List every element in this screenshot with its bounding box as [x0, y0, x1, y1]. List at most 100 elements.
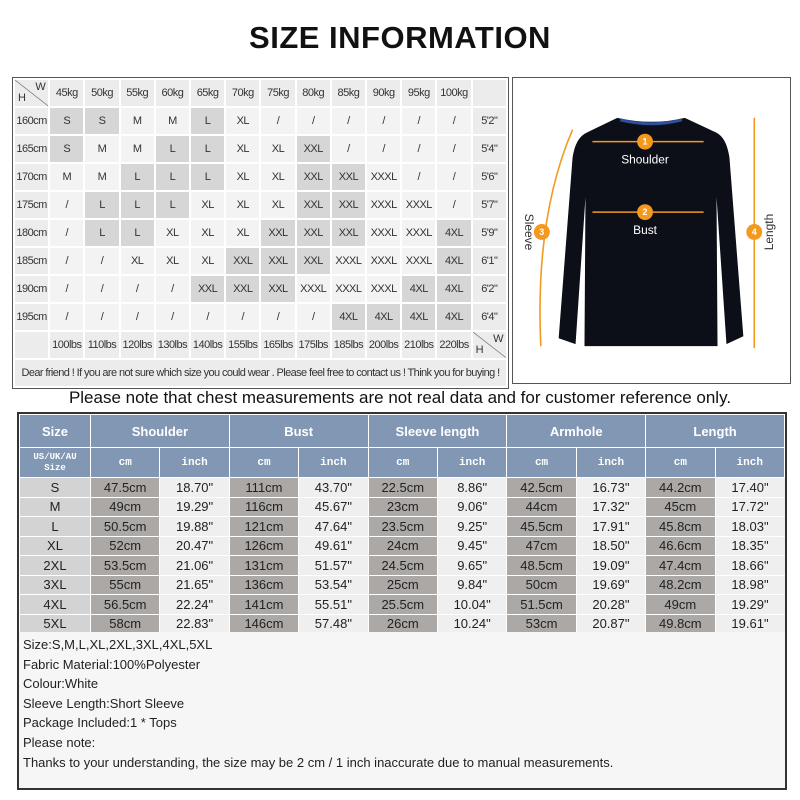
inch-value: 47.64" — [298, 516, 369, 537]
inch-value: 9.84" — [436, 575, 507, 595]
size-cell: / — [329, 106, 368, 136]
size-cell: / — [48, 274, 86, 304]
inch-value: 17.32" — [575, 497, 646, 517]
size-cell: / — [83, 302, 121, 332]
size-cell: / — [259, 302, 297, 332]
table-row: 4XL 56.5cm 22.24" 141cm 55.51" 25.5cm 10.04" 51… — [19, 594, 785, 615]
inch-value: 55.51" — [298, 594, 369, 615]
inch-value: 17.91" — [575, 516, 646, 537]
cm-value: 48.2cm — [645, 575, 716, 595]
inch-value: 45.67" — [298, 497, 369, 517]
cm-value: 52cm — [89, 536, 160, 556]
size-cell: XL — [224, 190, 262, 220]
blank-cell — [12, 330, 51, 360]
size-cell: XXXL — [365, 274, 403, 304]
number-3: 3 — [539, 227, 544, 237]
cm-value: 45.8cm — [645, 516, 716, 537]
inch-value: 9.45" — [436, 536, 507, 556]
weight-lbs: 185lbs — [329, 330, 368, 360]
grid-row: 180cm / L L XL XL XL XXL XXL XXL XXXL XXXL 4XL 5'9" — [12, 218, 509, 248]
cm-value: 44.2cm — [645, 477, 716, 498]
size-recommendation-grid: H W 45kg 50kg 55kg 60kg 65kg 70kg 75kg 80kg 85kg 90… — [12, 77, 509, 389]
inch-value: 43.70" — [298, 477, 369, 498]
cm-value: 44cm — [506, 497, 577, 517]
grid-row: 165cm S M M L L XL XL XXL / / //5'4" — [12, 134, 509, 164]
weight-lbs-row: 100lbs 110lbs 120lbs 130lbs 140lbs 155lbs 165l… — [12, 330, 509, 360]
inch-value: 21.65" — [159, 575, 230, 595]
shirt-image — [558, 117, 744, 347]
size-header: Size — [19, 414, 91, 448]
weight-kg: 95kg — [400, 78, 438, 108]
column-header: Length — [645, 414, 785, 448]
size-cell: XL — [189, 246, 227, 276]
size-cell: / — [48, 190, 86, 220]
size-cell: / — [435, 162, 473, 192]
size-cell: XL — [224, 162, 262, 192]
cm-value: 55cm — [89, 575, 160, 595]
weight-kg: 60kg — [153, 78, 192, 108]
size-cell: 4XL — [400, 274, 438, 304]
size-cell: M — [83, 162, 121, 192]
size-cell: XXXL — [400, 218, 438, 248]
size-cell: L — [189, 106, 227, 136]
size-cell: / — [294, 302, 332, 332]
grid-row: 160cm S S M M L XL / / / / //5'2" — [12, 106, 509, 136]
size-cell: M — [48, 162, 86, 192]
cm-value: 46.6cm — [645, 536, 716, 556]
column-header: Sleeve length — [367, 414, 508, 448]
size-cell: / — [48, 218, 86, 248]
inch-value: 53.54" — [298, 575, 369, 595]
size-cell: S — [48, 106, 86, 136]
size-cell: S — [48, 134, 86, 164]
size-cell: / — [48, 302, 86, 332]
cm-value: 25.5cm — [367, 594, 438, 615]
cm-unit: cm — [645, 447, 716, 478]
size-label: L — [19, 516, 91, 537]
cm-value: 25cm — [367, 575, 438, 595]
size-cell: 4XL — [435, 302, 473, 332]
cm-value: 23cm — [367, 497, 438, 517]
cm-value: 51.5cm — [506, 594, 577, 615]
height-ft: 6'1" — [470, 246, 509, 276]
height-cm: 175cm — [12, 190, 51, 220]
size-cell: / — [189, 302, 227, 332]
size-cell: XXXL — [400, 246, 438, 276]
size-cell: M — [118, 106, 156, 136]
size-cell: XXL — [189, 274, 227, 304]
weight-lbs: 120lbs — [118, 330, 156, 360]
garment-measurement-diagram: 1 2 3 4 Shoulder Bust Sleeve Length — [512, 77, 791, 384]
inch-value: 19.69" — [575, 575, 646, 595]
weight-lbs: 140lbs — [189, 330, 227, 360]
cm-value: 47.4cm — [645, 555, 716, 576]
cm-value: 146cm — [228, 614, 299, 634]
inch-value: 18.70" — [159, 477, 230, 498]
size-cell: XL — [224, 134, 262, 164]
height-cm: 170cm — [12, 162, 51, 192]
blank-cell — [470, 78, 509, 108]
inch-value: 22.24" — [159, 594, 230, 615]
cm-value: 50cm — [506, 575, 577, 595]
weight-kg: 85kg — [329, 78, 368, 108]
number-4: 4 — [752, 227, 757, 237]
size-cell: / — [118, 274, 156, 304]
cm-value: 111cm — [228, 477, 299, 498]
size-cell: L — [118, 190, 156, 220]
cm-value: 24cm — [367, 536, 438, 556]
size-cell: / — [329, 134, 368, 164]
cm-value: 53.5cm — [89, 555, 160, 576]
weight-kg: 100kg — [435, 78, 473, 108]
cm-value: 47.5cm — [89, 477, 160, 498]
grid-row: 170cm M M L L L XL XL XXL XXL XXXL //5'6" — [12, 162, 509, 192]
size-cell: XXXL — [400, 190, 438, 220]
table-row: 3XL 55cm 21.65" 136cm 53.54" 25cm 9.84" 50cm 19.… — [19, 575, 785, 595]
weight-lbs: 165lbs — [259, 330, 297, 360]
weight-kg: 80kg — [294, 78, 332, 108]
size-cell: / — [400, 162, 438, 192]
grid-footer-note: Dear friend ! If you are not sure which … — [13, 358, 508, 388]
size-cell: XXXL — [365, 218, 403, 248]
size-cell: XXL — [294, 246, 332, 276]
inch-value: 57.48" — [298, 614, 369, 634]
inch-value: 21.06" — [159, 555, 230, 576]
height-ft: 5'6" — [470, 162, 509, 192]
